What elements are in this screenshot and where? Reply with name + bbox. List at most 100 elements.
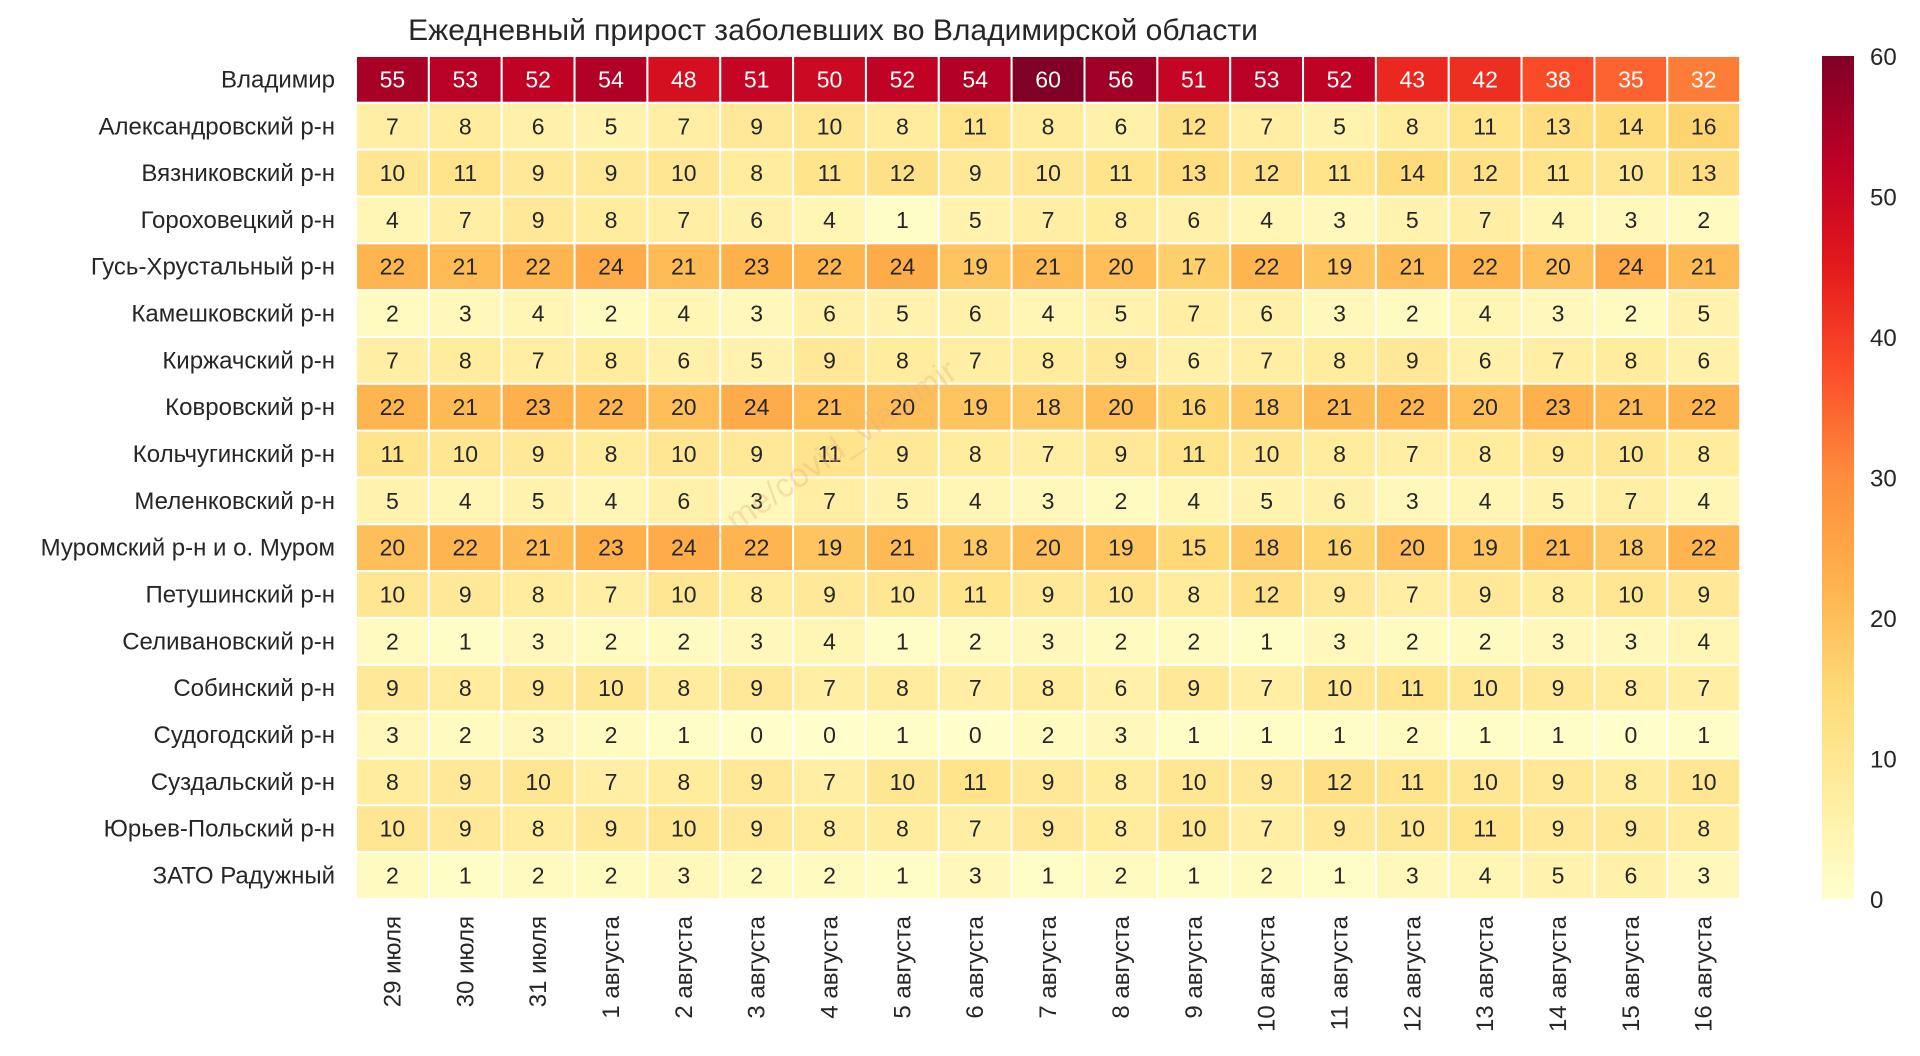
cell-value-label: 24 <box>890 254 916 280</box>
cell-value-label: 23 <box>744 254 770 280</box>
cell-value-label: 20 <box>1545 254 1571 280</box>
cell-value-label: 4 <box>459 488 472 514</box>
heatmap-cell <box>1156 476 1232 526</box>
cell-value-label: 18 <box>1254 394 1280 420</box>
cell-value-label: 12 <box>1254 582 1280 608</box>
cell-value-label: 6 <box>677 488 690 514</box>
cell-value-label: 5 <box>1697 301 1710 327</box>
cell-value-label: 19 <box>962 254 988 280</box>
cell-value-label: 6 <box>1115 675 1128 701</box>
heatmap-cell <box>1156 335 1232 385</box>
cell-value-label: 9 <box>532 160 545 186</box>
heatmap-cell <box>1374 710 1450 760</box>
heatmap-cell <box>937 195 1013 245</box>
chart-title: Ежедневный прирост заболевших во Владими… <box>408 14 1258 47</box>
cell-value-label: 12 <box>1181 113 1207 139</box>
cell-value-label: 8 <box>677 675 690 701</box>
heatmap-cell <box>1447 195 1523 245</box>
heatmap-cell <box>355 429 430 479</box>
cell-value-label: 8 <box>1042 347 1055 373</box>
heatmap-cell <box>1083 804 1159 854</box>
cell-value-label: 21 <box>671 254 697 280</box>
cell-value-label: 4 <box>1479 863 1492 889</box>
cell-value-label: 3 <box>532 628 545 654</box>
cell-value-label: 8 <box>1406 113 1419 139</box>
column-label: 16 августа <box>1691 915 1718 1032</box>
cell-value-label: 9 <box>1260 769 1273 795</box>
cell-value-label: 10 <box>817 113 843 139</box>
row-label: Юрьев-Польский р-н <box>104 816 335 843</box>
heatmap-cell <box>500 663 576 713</box>
heatmap-cell <box>1374 242 1450 292</box>
row-label: Муромский р-н и о. Муром <box>41 535 335 562</box>
cell-value-label: 4 <box>1697 628 1710 654</box>
cell-value-label: 1 <box>1260 722 1273 748</box>
cell-value-label: 60 <box>1035 66 1061 92</box>
cell-value-label: 7 <box>823 675 836 701</box>
heatmap-cell <box>1156 804 1232 854</box>
heatmap-cell <box>1229 570 1305 619</box>
heatmap-cell <box>1229 523 1305 573</box>
column-label: 9 августа <box>1181 915 1208 1018</box>
cell-value-label: 22 <box>598 394 624 420</box>
cell-value-label: 9 <box>532 441 545 467</box>
cell-value-label: 1 <box>1187 722 1200 748</box>
heatmap-cell <box>1666 570 1742 619</box>
cell-value-label: 14 <box>1400 160 1426 186</box>
cell-value-label: 8 <box>459 675 472 701</box>
cell-value-label: 3 <box>1624 207 1637 233</box>
cell-value-label: 5 <box>1333 113 1346 139</box>
cell-value-label: 2 <box>386 301 399 327</box>
cell-value-label: 32 <box>1691 66 1717 92</box>
heatmap-cell <box>1374 289 1450 338</box>
cell-value-label: 9 <box>532 675 545 701</box>
cell-value-label: 8 <box>459 113 472 139</box>
cell-value-label: 20 <box>1400 535 1426 561</box>
cell-value-label: 4 <box>1187 488 1200 514</box>
heatmap-cells: 55 53 52 54 48 51 50 52 54 60 56 51 53 52 43 42 38 35 327 8… <box>355 55 1742 900</box>
cell-value-label: 9 <box>1042 816 1055 842</box>
cell-value-label: 9 <box>459 816 472 842</box>
cell-value-label: 5 <box>896 301 909 327</box>
cell-value-label: 2 <box>605 722 618 748</box>
cell-value-label: 7 <box>532 347 545 373</box>
heatmap-cell <box>646 710 722 760</box>
heatmap-cell <box>864 616 940 666</box>
cell-value-label: 21 <box>1327 394 1353 420</box>
heatmap-cell <box>1520 289 1596 338</box>
heatmap-cell <box>1302 523 1377 573</box>
heatmap-cell <box>1229 804 1305 854</box>
cell-value-label: 13 <box>1545 113 1571 139</box>
cell-value-label: 21 <box>452 254 478 280</box>
heatmap-cell <box>719 476 795 526</box>
heatmap-cell <box>1156 757 1232 807</box>
cell-value-label: 3 <box>1552 628 1565 654</box>
cell-value-label: 22 <box>1472 254 1498 280</box>
heatmap-cell <box>864 289 940 338</box>
row-label: Меленковский р-н <box>134 488 335 515</box>
cell-value-label: 11 <box>1400 769 1424 795</box>
row-label: Вязниковский р-н <box>141 160 335 187</box>
heatmap-cell <box>1374 523 1450 573</box>
cell-value-label: 2 <box>1042 722 1055 748</box>
cell-value-label: 8 <box>1115 207 1128 233</box>
cell-value-label: 1 <box>1260 628 1273 654</box>
cell-value-label: 13 <box>1691 160 1717 186</box>
heatmap-cell <box>1666 757 1742 807</box>
heatmap-cell <box>1156 101 1232 151</box>
row-label: Суздальский р-н <box>151 769 335 796</box>
cell-value-label: 9 <box>459 582 472 608</box>
cell-value-label: 4 <box>677 301 690 327</box>
cell-value-label: 2 <box>605 628 618 654</box>
cell-value-label: 23 <box>1545 394 1571 420</box>
heatmap-cell <box>1229 476 1305 526</box>
cell-value-label: 7 <box>1260 113 1273 139</box>
cell-value-label: 1 <box>896 628 909 654</box>
cell-value-label: 1 <box>1552 722 1565 748</box>
cell-value-label: 9 <box>823 347 836 373</box>
heatmap-cell <box>355 663 430 713</box>
heatmap-cell <box>427 195 503 245</box>
cell-value-label: 9 <box>896 441 909 467</box>
cell-value-label: 7 <box>823 488 836 514</box>
heatmap-cell <box>719 616 795 666</box>
